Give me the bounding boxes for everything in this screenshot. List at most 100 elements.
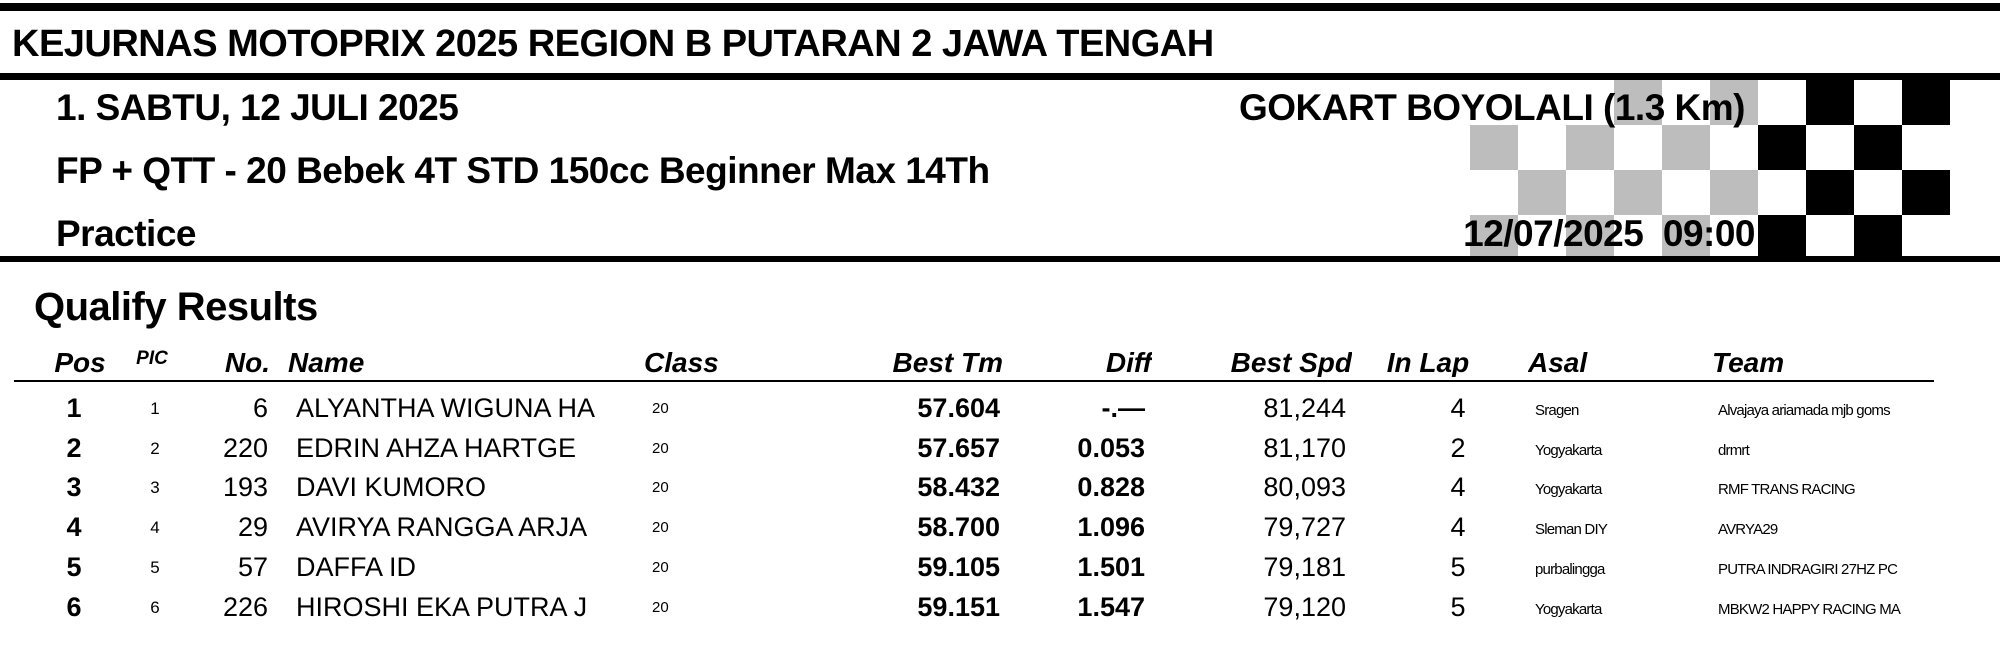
- table-cell: Yogyakarta: [1535, 602, 1602, 617]
- table-cell: 6: [252, 395, 268, 422]
- table-cell: Alvajaya ariamada mjb goms: [1718, 403, 1891, 418]
- flag-square: [1470, 125, 1518, 170]
- table-cell: 5: [66, 554, 82, 581]
- flag-square: [1902, 170, 1950, 215]
- table-cell: 1.547: [1077, 594, 1145, 621]
- column-header: Class: [644, 349, 719, 377]
- flag-square: [1806, 80, 1854, 125]
- table-cell: 20: [652, 560, 669, 575]
- table-cell: 2: [150, 440, 160, 457]
- table-cell: 80,093: [1263, 474, 1346, 501]
- column-header: In Lap: [1386, 349, 1470, 377]
- table-cell: 79,120: [1263, 594, 1346, 621]
- flag-square: [1662, 125, 1710, 170]
- table-cell: 1: [150, 400, 160, 417]
- table-cell: Sleman DIY: [1535, 522, 1608, 537]
- checkered-flag: [1470, 80, 1950, 260]
- table-cell: 1.096: [1077, 514, 1145, 541]
- table-cell: 59.105: [917, 554, 1000, 581]
- table-cell: 20: [652, 480, 669, 495]
- flag-square: [1614, 170, 1662, 215]
- header-rule: [14, 380, 1934, 382]
- table-cell: 0.053: [1077, 435, 1145, 462]
- table-cell: 20: [652, 401, 669, 416]
- flag-square: [1854, 125, 1902, 170]
- rule: [0, 73, 2000, 80]
- table-cell: HIROSHI EKA PUTRA J: [296, 594, 588, 621]
- table-cell: 4: [1450, 395, 1466, 422]
- flag-square: [1518, 170, 1566, 215]
- table-cell: 226: [222, 594, 268, 621]
- table-cell: AVIRYA RANGGA ARJA: [296, 514, 588, 541]
- table-cell: purbalingga: [1535, 562, 1605, 577]
- flag-square: [1566, 215, 1614, 260]
- table-cell: 4: [1450, 514, 1466, 541]
- column-header: Team: [1712, 349, 1785, 377]
- datetime: 12/07/2025 09:00: [1463, 213, 1755, 254]
- table-cell: Sragen: [1535, 403, 1579, 418]
- column-header: Asal: [1528, 349, 1588, 377]
- table-cell: 20: [652, 441, 669, 456]
- table-cell: 57: [237, 554, 268, 581]
- date-line: 1. SABTU, 12 JULI 2025: [56, 87, 459, 128]
- table-cell: EDRIN AHZA HARTGE: [296, 435, 577, 462]
- table-cell: 79,181: [1263, 554, 1346, 581]
- table-cell: 220: [222, 435, 268, 462]
- table-cell: 4: [66, 514, 82, 541]
- top-rule: [0, 3, 2000, 11]
- table-cell: 20: [652, 600, 669, 615]
- column-header: No.: [224, 349, 270, 377]
- table-cell: DAFFA ID: [296, 554, 417, 581]
- flag-square: [1806, 170, 1854, 215]
- table-cell: 193: [222, 474, 268, 501]
- table-cell: RMF TRANS RACING: [1718, 482, 1856, 497]
- table-cell: drmrt: [1718, 443, 1750, 458]
- rule: [0, 256, 2000, 262]
- flag-square: [1758, 215, 1806, 260]
- session: Practice: [56, 213, 197, 254]
- table-cell: 5: [150, 559, 160, 576]
- table-cell: 0.828: [1077, 474, 1145, 501]
- column-header: Pos: [54, 349, 106, 377]
- table-cell: 1.501: [1077, 554, 1145, 581]
- table-cell: PUTRA INDRAGIRI 27HZ PC: [1718, 562, 1898, 577]
- table-cell: 3: [66, 474, 82, 501]
- table-cell: 81,244: [1263, 395, 1346, 422]
- column-header: PIC: [136, 349, 168, 368]
- table-cell: Yogyakarta: [1535, 443, 1602, 458]
- flag-square: [1758, 125, 1806, 170]
- table-cell: 81,170: [1263, 435, 1346, 462]
- column-header: Name: [288, 349, 365, 377]
- flag-square: [1902, 80, 1950, 125]
- table-cell: DAVI KUMORO: [296, 474, 487, 501]
- flag-square: [1566, 125, 1614, 170]
- table-cell: 4: [150, 519, 160, 536]
- table-cell: 2: [66, 435, 82, 462]
- table-cell: 58.432: [917, 474, 1000, 501]
- table-cell: 29: [237, 514, 268, 541]
- flag-square: [1710, 170, 1758, 215]
- table-cell: 79,727: [1263, 514, 1346, 541]
- flag-square: [1710, 80, 1758, 125]
- flag-square: [1662, 215, 1710, 260]
- table-cell: 4: [1450, 474, 1466, 501]
- flag-square: [1470, 215, 1518, 260]
- table-cell: 5: [1450, 594, 1466, 621]
- table-cell: 6: [150, 599, 160, 616]
- table-cell: 3: [150, 479, 160, 496]
- table-cell: ALYANTHA WIGUNA HA: [296, 395, 596, 422]
- flag-square: [1854, 215, 1902, 260]
- table-cell: -.—: [1101, 395, 1146, 422]
- table-cell: 2: [1450, 435, 1466, 462]
- column-header: Best Spd: [1230, 349, 1352, 377]
- section-title: Qualify Results: [34, 285, 318, 329]
- table-cell: 59.151: [917, 594, 1000, 621]
- table-cell: Yogyakarta: [1535, 482, 1602, 497]
- table-cell: 6: [66, 594, 82, 621]
- table-cell: AVRYA29: [1718, 522, 1778, 537]
- column-header: Diff: [1105, 349, 1152, 377]
- event-name: FP + QTT - 20 Bebek 4T STD 150cc Beginne…: [56, 150, 990, 191]
- table-cell: 57.604: [917, 395, 1000, 422]
- column-header: Best Tm: [892, 349, 1003, 377]
